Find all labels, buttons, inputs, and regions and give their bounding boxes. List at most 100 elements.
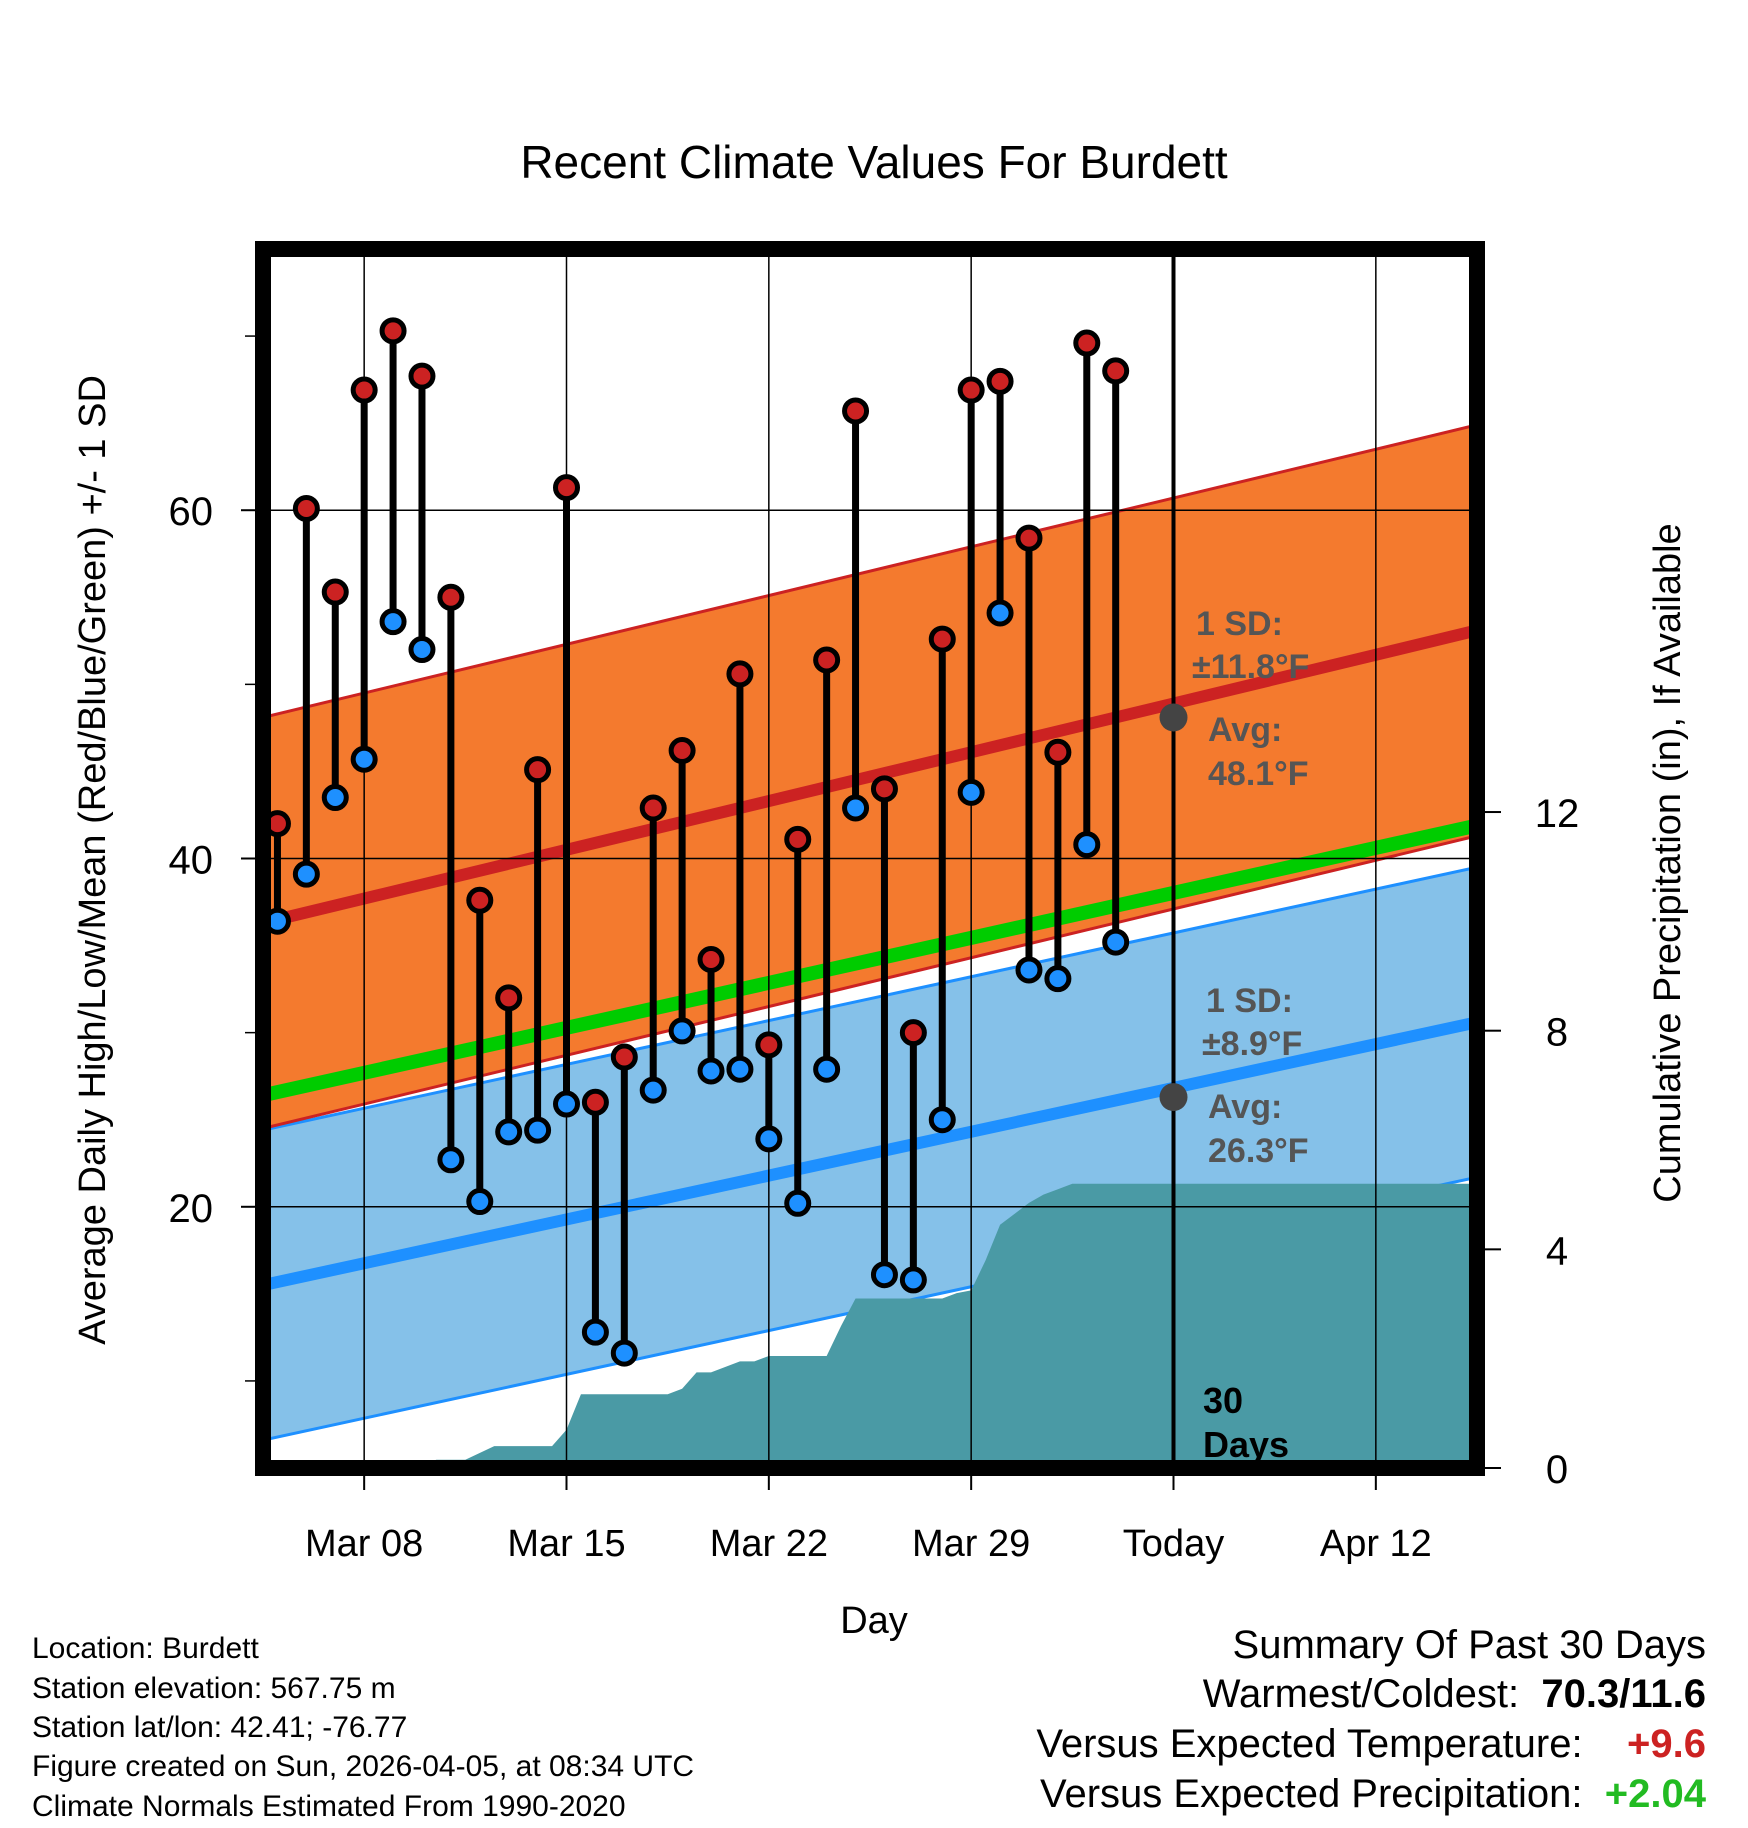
daily-low-point — [1073, 831, 1101, 859]
daily-low-point — [928, 1106, 956, 1134]
daily-low-point — [697, 1057, 725, 1085]
daily-low-point — [379, 608, 407, 636]
high-sd-value: ±11.8°F — [1192, 648, 1309, 686]
daily-low-point — [986, 599, 1014, 627]
normal-mean-line — [263, 818, 1477, 1103]
y2-tick-label: 4 — [1546, 1229, 1568, 1273]
low-sd-value: ±8.9°F — [1202, 1025, 1302, 1063]
daily-low-point — [610, 1339, 638, 1367]
y-tick-label: 40 — [169, 839, 214, 883]
x-tick-label: Today — [1123, 1523, 1224, 1565]
y-tick-label: 60 — [169, 490, 214, 534]
info-latlon: Station lat/lon: 42.41; -76.77 — [32, 1711, 408, 1744]
normal-high-line — [263, 624, 1477, 929]
info-location: Location: Burdett — [32, 1632, 259, 1665]
daily-low-point — [524, 1116, 552, 1144]
daily-high-point — [1044, 738, 1072, 766]
daily-low-point — [870, 1261, 898, 1289]
daily-low-point — [668, 1017, 696, 1045]
daily-high-point — [957, 376, 985, 404]
low-sd-band-upper-edge — [263, 865, 1477, 1132]
summary-temp: Versus Expected Temperature: +9.6 — [1036, 1722, 1706, 1767]
daily-high-point — [581, 1088, 609, 1116]
daily-low-point — [553, 1090, 580, 1118]
summary-precip: Versus Expected Precipitation: +2.04 — [1040, 1772, 1706, 1817]
x-tick-label: Mar 22 — [710, 1523, 828, 1565]
high-avg-label: Avg: — [1208, 711, 1282, 749]
precip-label: Versus Expected Precipitation: — [1040, 1772, 1583, 1816]
daily-low-point — [639, 1076, 667, 1104]
daily-low-point — [292, 860, 320, 888]
period-label-unit: Days — [1203, 1424, 1289, 1465]
y2-tick-label: 8 — [1546, 1011, 1568, 1055]
daily-high-point — [899, 1019, 927, 1047]
daily-low-point — [466, 1188, 494, 1216]
daily-low-point — [726, 1055, 754, 1083]
daily-high-point — [321, 578, 349, 606]
y-axis-label: Average Daily High/Low/Mean (Red/Blue/Gr… — [72, 375, 114, 1345]
daily-high-point — [466, 886, 494, 914]
daily-high-point — [610, 1043, 638, 1071]
daily-high-point — [697, 946, 725, 974]
daily-low-point — [581, 1318, 609, 1346]
x-tick-label: Mar 15 — [507, 1523, 625, 1565]
daily-high-point — [928, 625, 956, 653]
info-elevation: Station elevation: 567.75 m — [32, 1672, 396, 1705]
info-normals: Climate Normals Estimated From 1990-2020 — [32, 1790, 626, 1823]
high-sd-band-upper-edge — [263, 423, 1477, 719]
info-created: Figure created on Sun, 2026-04-05, at 08… — [32, 1750, 695, 1783]
daily-high-point — [755, 1031, 783, 1059]
daily-high-point — [524, 756, 552, 784]
daily-low-point — [842, 794, 870, 822]
x-tick-label: Mar 08 — [305, 1523, 423, 1565]
daily-high-point — [437, 583, 465, 611]
daily-low-point — [321, 784, 349, 812]
warm-cold-value: 70.3/11.6 — [1541, 1672, 1706, 1716]
period-label-number: 30 — [1203, 1380, 1243, 1421]
daily-high-point — [1015, 524, 1043, 552]
high-avg-value: 48.1°F — [1208, 755, 1309, 793]
temp-label: Versus Expected Temperature: — [1036, 1722, 1583, 1766]
normal-low-line — [263, 1016, 1477, 1292]
daily-high-point — [842, 397, 870, 425]
high-sd-band-lower-edge — [263, 834, 1477, 1130]
x-axis-label: Day — [840, 1600, 908, 1642]
warm-cold-label: Warmest/Coldest: — [1202, 1672, 1520, 1716]
daily-low-point — [899, 1266, 927, 1294]
daily-high-point — [986, 367, 1014, 395]
daily-low-point — [1015, 956, 1043, 984]
summary-title: Summary Of Past 30 Days — [1232, 1623, 1706, 1667]
daily-high-point — [292, 494, 320, 522]
daily-high-point — [813, 646, 841, 674]
daily-high-point — [379, 317, 407, 345]
daily-low-point — [495, 1118, 523, 1146]
daily-low-point — [784, 1189, 812, 1217]
y2-axis-label: Cumulative Precipitation (in), If Availa… — [1647, 523, 1689, 1202]
temp-value: +9.6 — [1627, 1722, 1706, 1766]
daily-high-point — [639, 794, 667, 822]
daily-high-point — [726, 660, 754, 688]
daily-high-point — [784, 825, 812, 853]
x-tick-label: Mar 29 — [912, 1523, 1030, 1565]
precip-value: +2.04 — [1604, 1772, 1706, 1816]
daily-high-point — [870, 775, 898, 803]
daily-high-point — [1102, 357, 1130, 385]
daily-high-point — [553, 474, 580, 502]
summary-warm-cold: Warmest/Coldest: 70.3/11.6 — [1203, 1672, 1706, 1717]
daily-high-point — [408, 362, 436, 390]
chart-title: Recent Climate Values For Burdett — [520, 136, 1228, 188]
y2-tick-label: 12 — [1535, 792, 1580, 836]
daily-low-point — [813, 1055, 841, 1083]
plot-frame — [255, 241, 1485, 1476]
plot-area — [263, 249, 1477, 1468]
today-low-avg-marker — [1159, 1083, 1188, 1112]
y-tick-label: 20 — [169, 1187, 214, 1231]
daily-high-point — [350, 376, 378, 404]
high-sd-label: 1 SD: — [1196, 605, 1283, 643]
today-high-avg-marker — [1159, 703, 1188, 732]
daily-high-point — [1073, 329, 1101, 357]
daily-low-point — [408, 636, 436, 664]
daily-low-point — [350, 745, 378, 773]
x-tick-label: Apr 12 — [1320, 1523, 1432, 1565]
